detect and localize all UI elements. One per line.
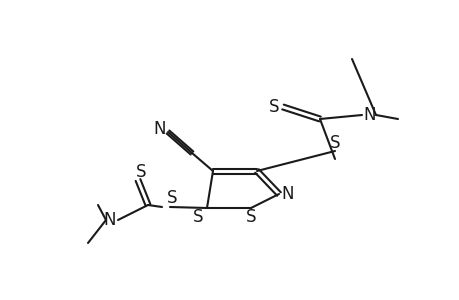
Text: N: N — [104, 211, 116, 229]
Text: N: N — [153, 120, 166, 138]
Text: S: S — [329, 134, 340, 152]
Text: N: N — [363, 106, 375, 124]
Text: S: S — [166, 189, 177, 207]
Text: N: N — [281, 185, 294, 203]
Text: S: S — [245, 208, 256, 226]
Text: S: S — [135, 163, 146, 181]
Text: S: S — [192, 208, 203, 226]
Text: S: S — [268, 98, 279, 116]
